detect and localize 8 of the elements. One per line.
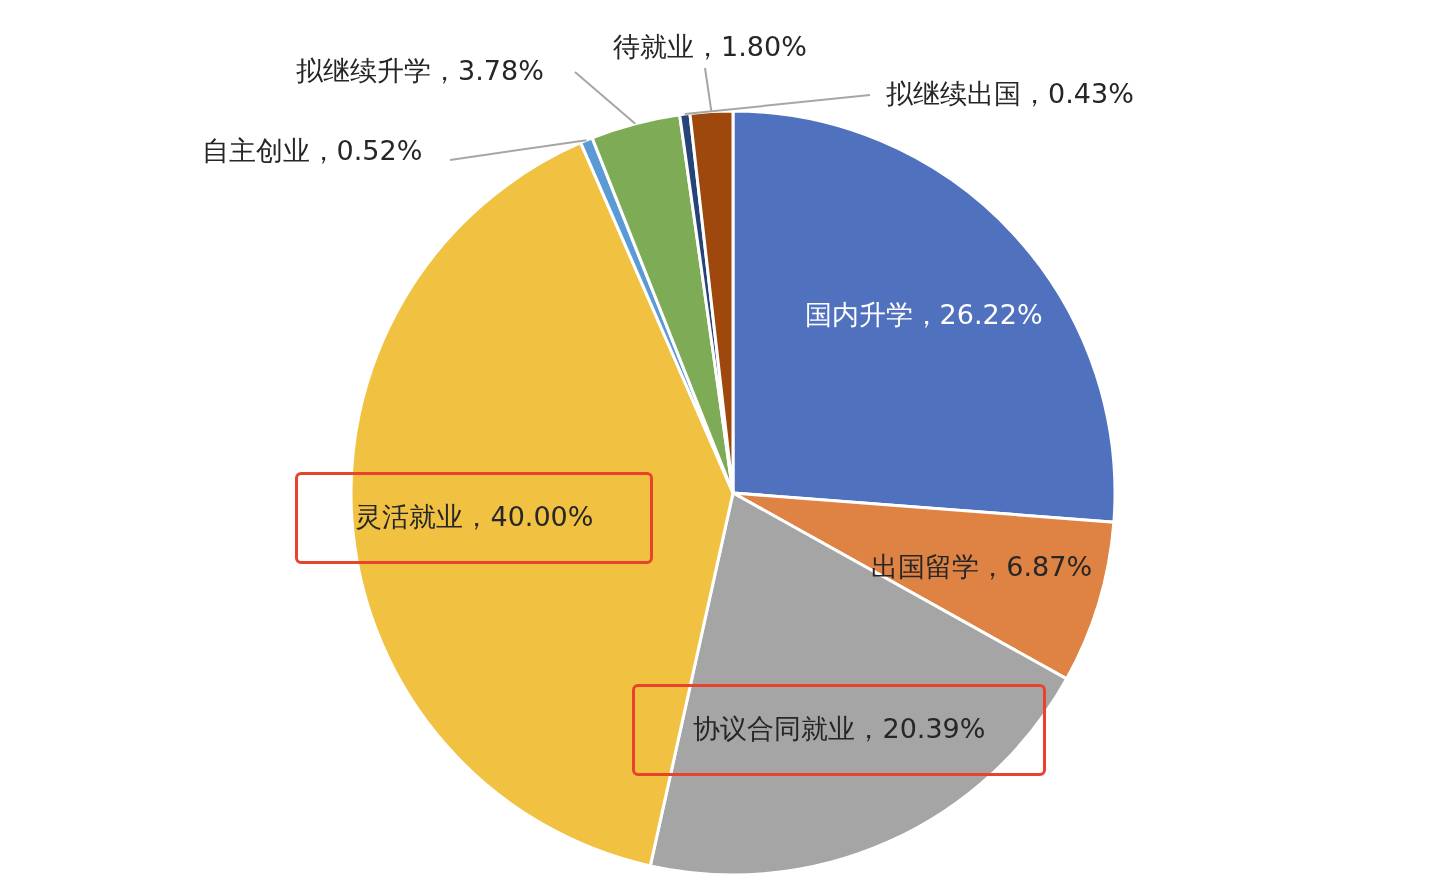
slice-label: 协议合同就业，20.39% xyxy=(693,712,986,744)
slice-label: 灵活就业，40.00% xyxy=(355,500,594,532)
slice-label: 自主创业，0.52% xyxy=(201,135,423,166)
slice-label: 出国留学，6.87% xyxy=(871,550,1093,582)
slice-label: 待就业，1.80% xyxy=(613,31,807,62)
slice-label: 拟继续升学，3.78% xyxy=(296,55,544,86)
slice-label: 拟继续出国，0.43% xyxy=(886,78,1134,109)
slice-label: 国内升学，26.22% xyxy=(804,299,1043,331)
